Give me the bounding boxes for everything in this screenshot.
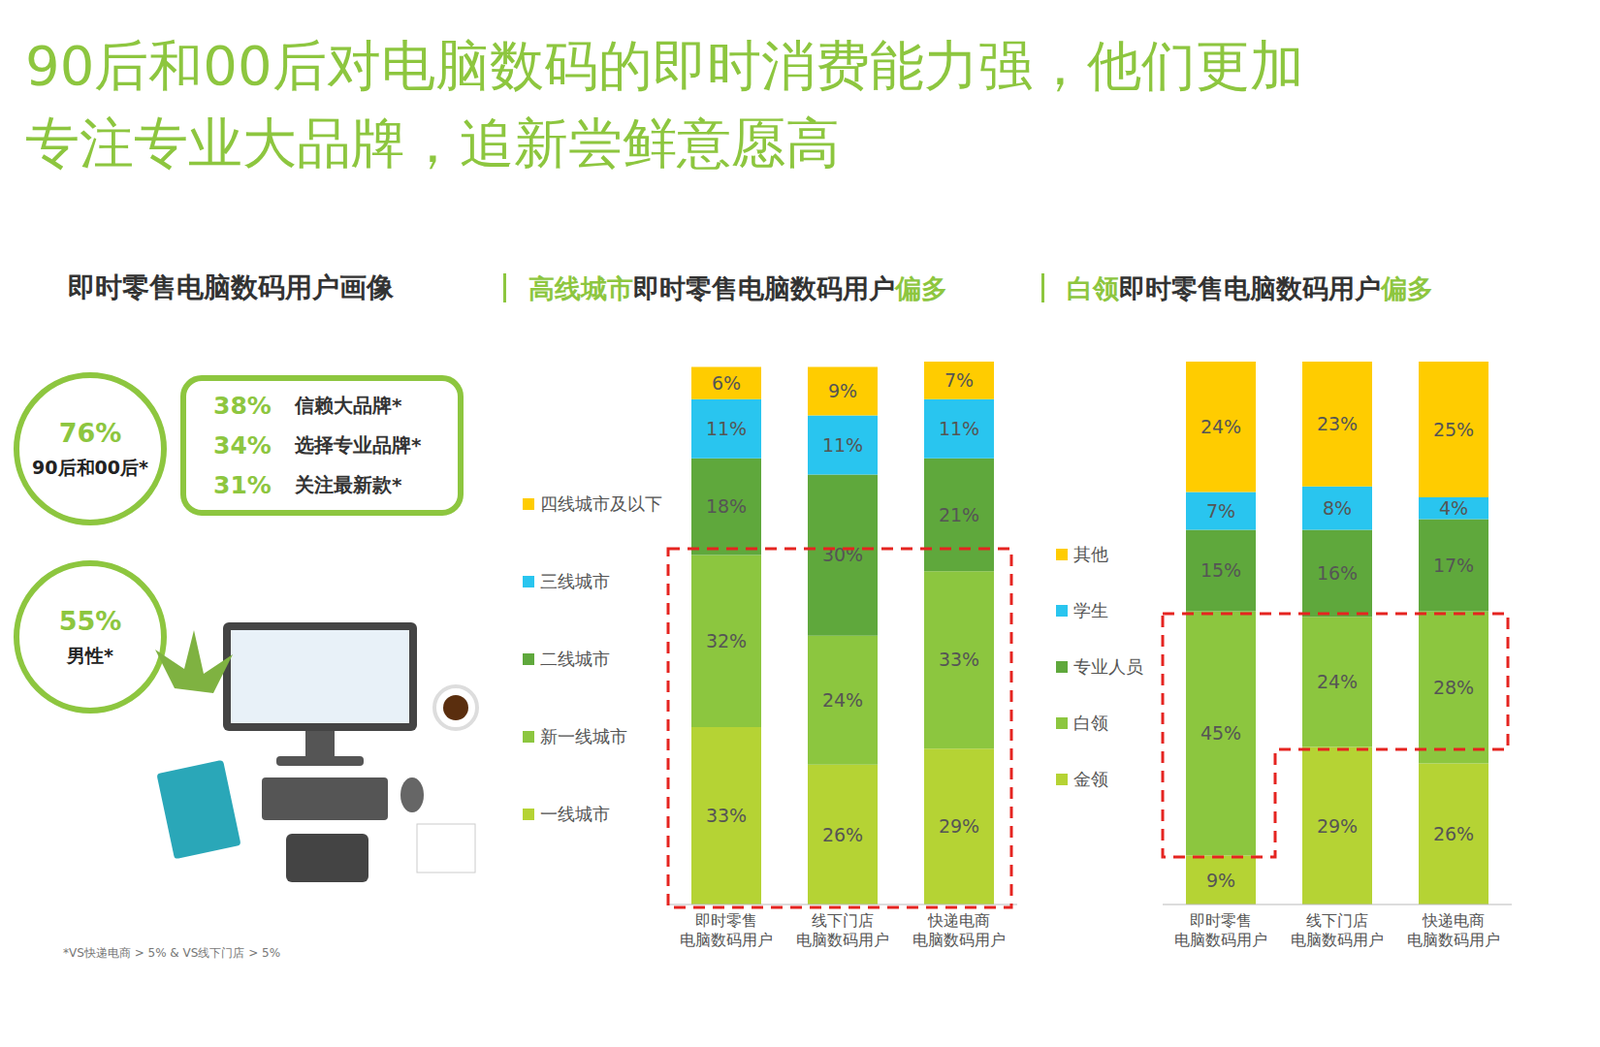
html-text:90后和00后对电脑数码的即时消费能力强，他们更加: 90后和00后对电脑数码的即时消费能力强，他们更加 xyxy=(25,33,1304,97)
svg-text:6%: 6% xyxy=(711,372,741,394)
svg-text:23%: 23% xyxy=(1316,413,1358,435)
svg-text:11%: 11% xyxy=(822,434,864,456)
html-text:信赖大品牌*: 信赖大品牌* xyxy=(294,393,402,417)
html-text:白领即时零售电脑数码用户偏多: 白领即时零售电脑数码用户偏多 xyxy=(1066,273,1434,304)
svg-text:26%: 26% xyxy=(822,824,864,846)
html-text:三线城市: 三线城市 xyxy=(540,571,610,592)
svg-text:线下门店电脑数码用户: 线下门店电脑数码用户 xyxy=(1290,911,1384,950)
svg-text:33%: 33% xyxy=(705,804,747,827)
svg-text:45%: 45% xyxy=(1200,722,1242,744)
svg-text:8%: 8% xyxy=(1322,497,1352,519)
svg-text:25%: 25% xyxy=(1433,418,1474,441)
html-text:38%: 38% xyxy=(213,391,272,420)
html-text:白领: 白领 xyxy=(1073,712,1109,734)
svg-text:28%: 28% xyxy=(1433,676,1474,699)
svg-text:线下门店电脑数码用户: 线下门店电脑数码用户 xyxy=(796,911,890,950)
svg-text:快递电商电脑数码用户: 快递电商电脑数码用户 xyxy=(1407,911,1501,950)
html-text:90后和00后*: 90后和00后* xyxy=(32,456,149,478)
html-text:关注最新款*: 关注最新款* xyxy=(294,473,402,497)
svg-text:17%: 17% xyxy=(1433,554,1474,576)
html-text:二线城市: 二线城市 xyxy=(540,648,610,670)
svg-text:11%: 11% xyxy=(938,417,980,440)
html-text:31%: 31% xyxy=(213,471,272,500)
html-text:学生: 学生 xyxy=(1073,600,1109,621)
svg-text:7%: 7% xyxy=(944,369,974,391)
svg-text:即时零售电脑数码用户: 即时零售电脑数码用户 xyxy=(1174,911,1268,950)
html-text:男性*: 男性* xyxy=(66,644,114,666)
html-text:专业人员: 专业人员 xyxy=(1073,656,1144,677)
html-text:新一线城市: 新一线城市 xyxy=(540,726,628,747)
svg-text:9%: 9% xyxy=(1206,869,1236,892)
svg-text:18%: 18% xyxy=(705,495,747,517)
html-text:55%: 55% xyxy=(58,605,122,636)
html-text:选择专业品牌*: 选择专业品牌* xyxy=(294,433,422,457)
svg-text:26%: 26% xyxy=(1433,823,1474,845)
html-text:76%: 76% xyxy=(58,417,122,448)
html-text:金领: 金领 xyxy=(1073,768,1109,790)
html-text:一线城市: 一线城市 xyxy=(540,803,610,825)
svg-text:11%: 11% xyxy=(705,417,747,440)
svg-text:32%: 32% xyxy=(705,630,747,652)
svg-text:快递电商电脑数码用户: 快递电商电脑数码用户 xyxy=(912,911,1006,950)
svg-text:21%: 21% xyxy=(938,504,980,526)
html-text:四线城市及以下: 四线城市及以下 xyxy=(540,493,663,514)
svg-text:15%: 15% xyxy=(1200,559,1242,581)
svg-text:29%: 29% xyxy=(938,815,980,837)
html-text:34%: 34% xyxy=(213,431,272,460)
svg-text:16%: 16% xyxy=(1316,562,1358,584)
svg-text:7%: 7% xyxy=(1206,500,1236,522)
svg-text:24%: 24% xyxy=(1200,416,1242,438)
svg-text:30%: 30% xyxy=(822,544,864,566)
html-text:*VS快递电商 > 5% & VS线下门店 > 5%: *VS快递电商 > 5% & VS线下门店 > 5% xyxy=(63,946,281,960)
svg-text:24%: 24% xyxy=(1316,671,1358,693)
svg-text:4%: 4% xyxy=(1439,497,1469,519)
svg-text:9%: 9% xyxy=(828,380,858,402)
html-text:专注专业大品牌，追新尝鲜意愿高: 专注专业大品牌，追新尝鲜意愿高 xyxy=(25,111,840,175)
html-text:高线城市即时零售电脑数码用户偏多: 高线城市即时零售电脑数码用户偏多 xyxy=(528,273,948,304)
svg-text:29%: 29% xyxy=(1316,815,1358,837)
html-text:其他: 其他 xyxy=(1073,544,1109,565)
html-text:即时零售电脑数码用户画像: 即时零售电脑数码用户画像 xyxy=(67,271,394,304)
svg-text:24%: 24% xyxy=(822,689,864,711)
svg-text:即时零售电脑数码用户: 即时零售电脑数码用户 xyxy=(679,911,773,950)
svg-text:33%: 33% xyxy=(938,648,980,671)
